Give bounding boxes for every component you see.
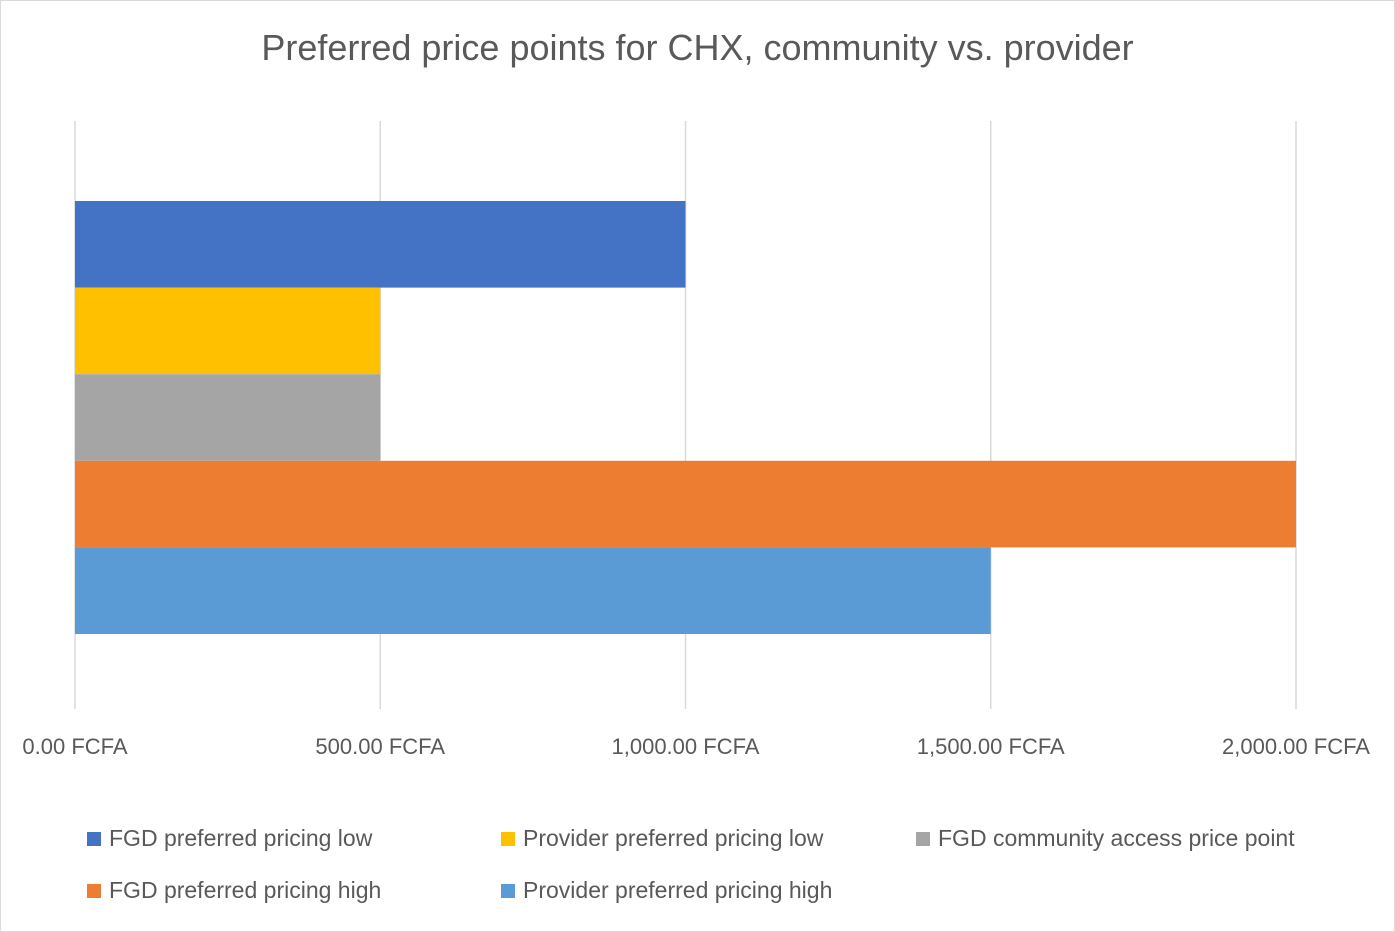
- legend-item: Provider preferred pricing high: [501, 877, 832, 904]
- legend-label: Provider preferred pricing low: [523, 825, 824, 851]
- bar-5: [75, 547, 991, 634]
- x-tick-label: 0.00 FCFA: [22, 734, 128, 759]
- bar-4: [75, 460, 1296, 548]
- legend-item: Provider preferred pricing low: [501, 825, 823, 852]
- legend-swatch: [916, 831, 930, 846]
- legend-label: FGD preferred pricing low: [109, 825, 373, 851]
- bar-1: [75, 201, 686, 288]
- legend-label: FGD preferred pricing high: [109, 877, 382, 903]
- bar-2: [75, 287, 381, 375]
- legend-item: FGD community access price point: [916, 825, 1295, 852]
- x-tick-label: 1,500.00 FCFA: [916, 734, 1065, 759]
- legend-item: FGD preferred pricing low: [87, 825, 372, 852]
- legend-swatch: [87, 883, 101, 898]
- legend-swatch: [501, 883, 515, 898]
- legend-swatch: [501, 831, 515, 846]
- legend-label: FGD community access price point: [938, 825, 1295, 851]
- legend-item: FGD preferred pricing high: [87, 877, 381, 904]
- x-tick-label: 500.00 FCFA: [315, 734, 446, 759]
- x-tick-label: 2,000.00 FCFA: [1222, 734, 1370, 759]
- bar-3: [75, 374, 381, 461]
- chart-title: Preferred price points for CHX, communit…: [261, 27, 1134, 68]
- legend-label: Provider preferred pricing high: [523, 877, 833, 903]
- legend-swatch: [87, 831, 101, 846]
- x-tick-label: 1,000.00 FCFA: [611, 734, 760, 759]
